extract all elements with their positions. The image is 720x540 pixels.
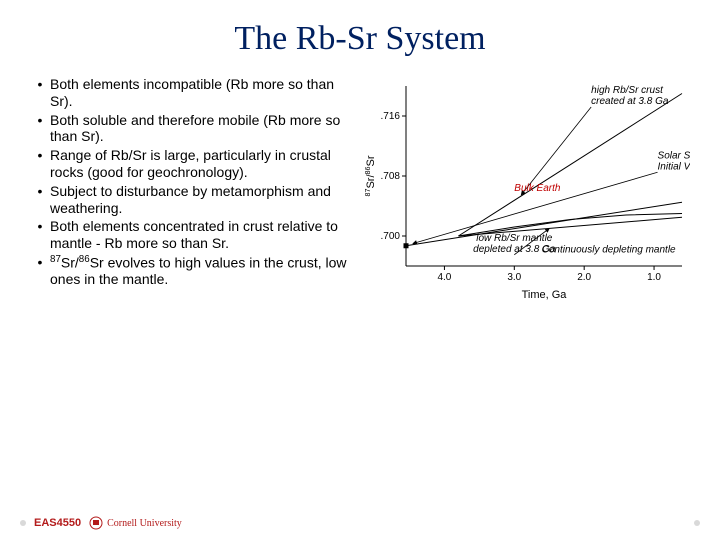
- university-name: Cornell University: [107, 518, 182, 529]
- svg-text:Solar System: Solar System: [658, 150, 690, 161]
- sr-evolution-chart: .700 .708 .716 4.0 3.0 2.0 1.0 Time, Ga 87Sr/86S…: [360, 76, 690, 306]
- svg-text:87Sr/86Sr: 87Sr/86Sr: [364, 155, 377, 196]
- svg-text:high Rb/Sr crust: high Rb/Sr crust: [591, 85, 664, 96]
- list-item: •Both elements concentrated in crust rel…: [30, 218, 350, 252]
- svg-text:1.0: 1.0: [647, 272, 661, 283]
- svg-text:Time, Ga: Time, Ga: [522, 289, 568, 301]
- crest-icon: [89, 516, 103, 530]
- course-code: EAS4550: [34, 517, 81, 529]
- chart-container: .700 .708 .716 4.0 3.0 2.0 1.0 Time, Ga 87Sr/86S…: [360, 76, 690, 306]
- bullet-text: Both elements concentrated in crust rela…: [50, 218, 350, 252]
- bullet-text: 87Sr/86Sr evolves to high values in the …: [50, 254, 350, 288]
- list-item: •87Sr/86Sr evolves to high values in the…: [30, 254, 350, 288]
- bullet-mark: •: [30, 183, 50, 217]
- svg-text:created at 3.8 Ga: created at 3.8 Ga: [591, 96, 669, 107]
- footer-dot-left: [20, 520, 26, 526]
- footer: EAS4550 Cornell University: [20, 516, 700, 530]
- svg-text:2.0: 2.0: [577, 272, 591, 283]
- bullet-text: Both soluble and therefore mobile (Rb mo…: [50, 112, 350, 146]
- bullet-mark: •: [30, 147, 50, 181]
- list-item: •Subject to disturbance by metamorphism …: [30, 183, 350, 217]
- bullet-text: Subject to disturbance by metamorphism a…: [50, 183, 350, 217]
- university-mark: Cornell University: [89, 516, 182, 530]
- svg-text:4.0: 4.0: [437, 272, 451, 283]
- bullet-mark: •: [30, 112, 50, 146]
- svg-text:.700: .700: [381, 231, 401, 242]
- svg-text:.716: .716: [381, 111, 401, 122]
- svg-text:Continuously depleting mantle: Continuously depleting mantle: [542, 245, 676, 256]
- list-item: •Both soluble and therefore mobile (Rb m…: [30, 112, 350, 146]
- bullet-mark: •: [30, 76, 50, 110]
- page-title: The Rb-Sr System: [30, 20, 690, 58]
- list-item: •Both elements incompatible (Rb more so …: [30, 76, 350, 110]
- footer-dot-right: [694, 520, 700, 526]
- bullet-list: •Both elements incompatible (Rb more so …: [30, 76, 350, 306]
- svg-text:Initial Value: Initial Value: [658, 161, 690, 172]
- bullet-text: Range of Rb/Sr is large, particularly in…: [50, 147, 350, 181]
- svg-text:Bulk Earth: Bulk Earth: [514, 183, 561, 194]
- svg-text:.708: .708: [381, 171, 401, 182]
- list-item: •Range of Rb/Sr is large, particularly i…: [30, 147, 350, 181]
- bullet-text: Both elements incompatible (Rb more so t…: [50, 76, 350, 110]
- svg-text:3.0: 3.0: [507, 272, 521, 283]
- svg-text:low Rb/Sr mantle: low Rb/Sr mantle: [476, 233, 553, 244]
- bullet-mark: •: [30, 254, 50, 288]
- bullet-mark: •: [30, 218, 50, 252]
